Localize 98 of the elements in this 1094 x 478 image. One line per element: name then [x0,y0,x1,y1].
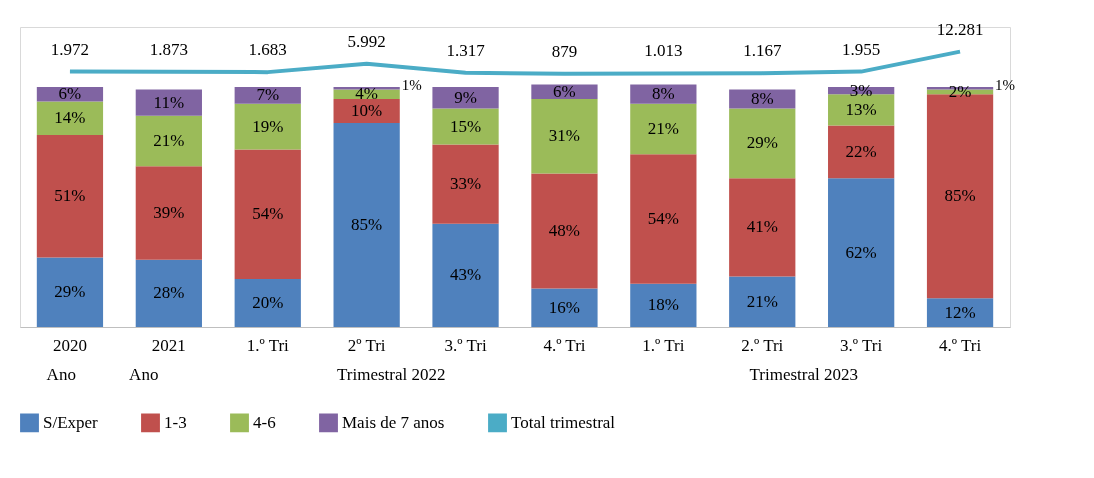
data-label: 16% [548,297,581,317]
bar [630,283,697,327]
x-tick-label: 2º Tri [347,335,386,355]
bar [432,108,499,145]
data-label: 6% [58,84,82,104]
bar [135,115,202,167]
data-label: 8% [750,89,774,108]
bar [234,149,301,279]
text: Ano [129,365,159,384]
data-label: 43% [449,265,482,285]
data-label: 8% [652,84,675,104]
text: Trimestral 2023 [749,365,858,384]
data-label: 39% [153,203,185,222]
bar [729,89,796,109]
data-label: 62% [845,242,877,262]
data-label: 1.972 [50,39,90,59]
data-label: 18% [647,295,679,315]
data-label: 9% [454,87,477,107]
data-label: 1.013 [644,41,683,61]
bar [135,166,202,260]
bar [135,259,202,327]
bar [729,108,796,179]
text: Ano [46,365,76,384]
bar [36,257,104,327]
data-label: 2% [948,81,972,101]
data-label: 1.873 [149,39,188,59]
x-tick-label: 2.º Tri [741,335,784,355]
bar [828,178,895,327]
data-label: 1.683 [248,40,287,60]
data-label: 15% [449,116,482,136]
data-label: 1.317 [446,40,486,60]
data-label: 28% [153,283,185,303]
data-label: 14% [54,108,86,128]
bar [234,279,301,327]
legend-label: S/Exper [43,412,99,432]
data-label: 1.167 [743,41,782,61]
bar [630,154,697,284]
data-label: 21% [746,291,778,311]
bar [36,101,104,135]
bar [531,99,598,174]
data-label: 29% [54,282,86,302]
x-tick-label: 3.º Tri [840,335,883,355]
data-label: 22% [845,141,877,161]
bar [828,94,895,126]
bar [432,144,499,224]
bar [234,87,301,104]
data-label: 29% [746,133,778,153]
bar [234,103,301,150]
data-label: 85% [944,186,976,206]
data-label: 12.281 [936,19,984,39]
data-label: 54% [252,204,284,224]
text: Trimestral 2022 [337,365,446,384]
data-label: 1.955 [842,39,881,59]
x-tick-label: 2020 [52,335,87,355]
bar [630,103,697,155]
bar [531,173,598,289]
data-label: 51% [54,186,86,206]
bar [729,178,796,277]
data-label: 6% [553,81,576,101]
bar [531,288,598,327]
x-tick-label: 3.º Tri [444,335,487,355]
bar [135,89,202,116]
data-label: 21% [153,131,185,150]
bar [432,223,499,327]
data-label: 48% [548,221,581,240]
data-label: 85% [351,215,383,234]
data-label: 33% [449,174,482,194]
data-label: 879 [551,41,578,61]
data-label: 54% [647,209,679,228]
bar [36,135,104,258]
bar [926,298,994,327]
data-label: 4% [355,84,378,104]
legend-label: 1-3 [164,412,187,432]
data-label: 10% [351,101,383,120]
data-label: 1% [401,77,422,94]
x-tick-label: 1.º Tri [642,335,685,355]
data-label: 21% [647,119,679,138]
legend-label: Total trimestral [511,412,616,432]
legend-label: 4-6 [253,412,276,432]
data-label: 1% [995,77,1016,94]
data-label: 20% [252,293,284,312]
bar [333,123,400,327]
bar [729,276,796,327]
data-label: 13% [845,99,877,119]
data-label: 11% [153,92,185,112]
x-tick-label: 4.º Tri [543,335,586,355]
data-label: 31% [548,126,581,146]
data-label: 41% [746,217,778,237]
x-tick-label: 1.º Tri [246,335,290,355]
data-label: 5.992 [347,31,386,51]
bar [828,125,895,179]
x-tick-label: 4.º Tri [938,335,982,355]
data-label: 19% [252,116,284,136]
data-label: 7% [256,85,280,105]
legend-label: Mais de 7 anos [342,412,445,432]
data-label: 12% [944,302,976,322]
bar [432,87,499,109]
x-tick-label: 2021 [151,335,186,355]
